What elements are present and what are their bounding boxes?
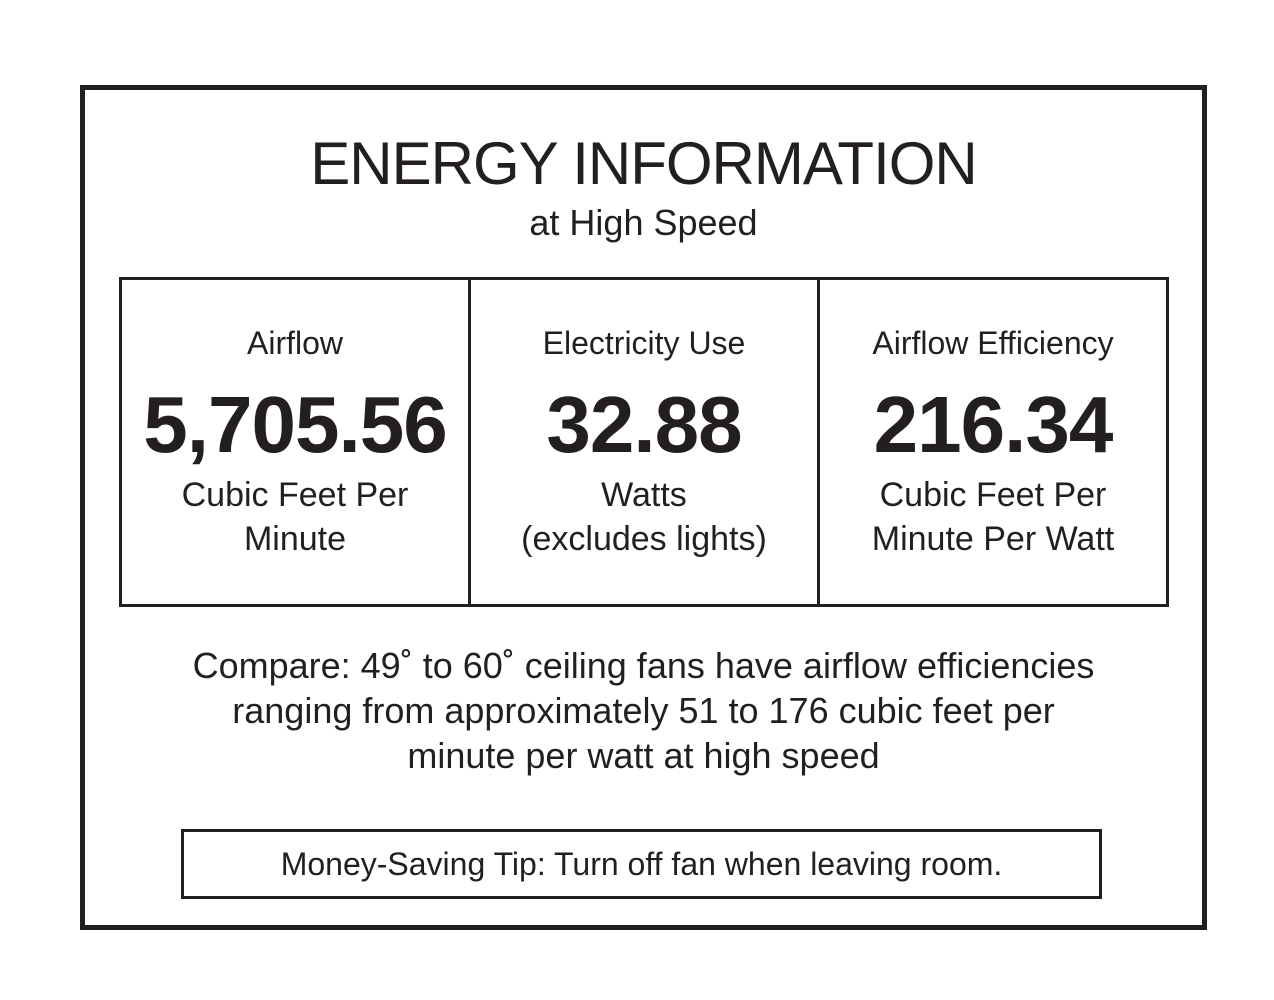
airflow-label: Airflow: [246, 325, 343, 361]
airflow-efficiency-unit-line-1: Cubic Feet Per: [879, 476, 1107, 514]
metrics-table: Airflow 5,705.56 Cubic Feet Per Minute E…: [119, 277, 1169, 607]
electricity-use-unit-line-1: Watts: [601, 476, 687, 514]
energy-label: ENERGY INFORMATION at High Speed Airflow…: [80, 85, 1207, 930]
electricity-use-value: 32.88: [546, 380, 742, 469]
money-saving-tip: Money-Saving Tip: Turn off fan when leav…: [181, 829, 1102, 899]
airflow-unit-line-2: Minute: [243, 520, 347, 558]
electricity-use-unit: Watts (excludes lights): [471, 473, 817, 561]
compare-statement: Compare: 49˚ to 60˚ ceiling fans have ai…: [125, 643, 1162, 778]
airflow-value: 5,705.56: [143, 380, 447, 469]
label-title: ENERGY INFORMATION: [310, 130, 978, 197]
electricity-use-label: Electricity Use: [542, 325, 746, 361]
airflow-unit-line-1: Cubic Feet Per: [181, 476, 409, 514]
electricity-use-unit-line-2: (excludes lights): [521, 520, 767, 558]
airflow-efficiency-unit: Cubic Feet Per Minute Per Watt: [820, 473, 1166, 561]
airflow-unit: Cubic Feet Per Minute: [122, 473, 468, 561]
airflow-cell: Airflow 5,705.56 Cubic Feet Per Minute: [122, 280, 468, 604]
compare-line-3: minute per watt at high speed: [407, 735, 880, 776]
airflow-efficiency-label: Airflow Efficiency: [872, 325, 1114, 361]
airflow-efficiency-value: 216.34: [873, 380, 1114, 469]
airflow-efficiency-unit-line-2: Minute Per Watt: [871, 520, 1115, 558]
label-subtitle: at High Speed: [529, 202, 758, 243]
electricity-use-cell: Electricity Use 32.88 Watts (excludes li…: [468, 280, 817, 604]
airflow-efficiency-cell: Airflow Efficiency 216.34 Cubic Feet Per…: [817, 280, 1166, 604]
compare-line-2: ranging from approximately 51 to 176 cub…: [232, 690, 1055, 731]
compare-line-1: Compare: 49˚ to 60˚ ceiling fans have ai…: [192, 645, 1095, 686]
